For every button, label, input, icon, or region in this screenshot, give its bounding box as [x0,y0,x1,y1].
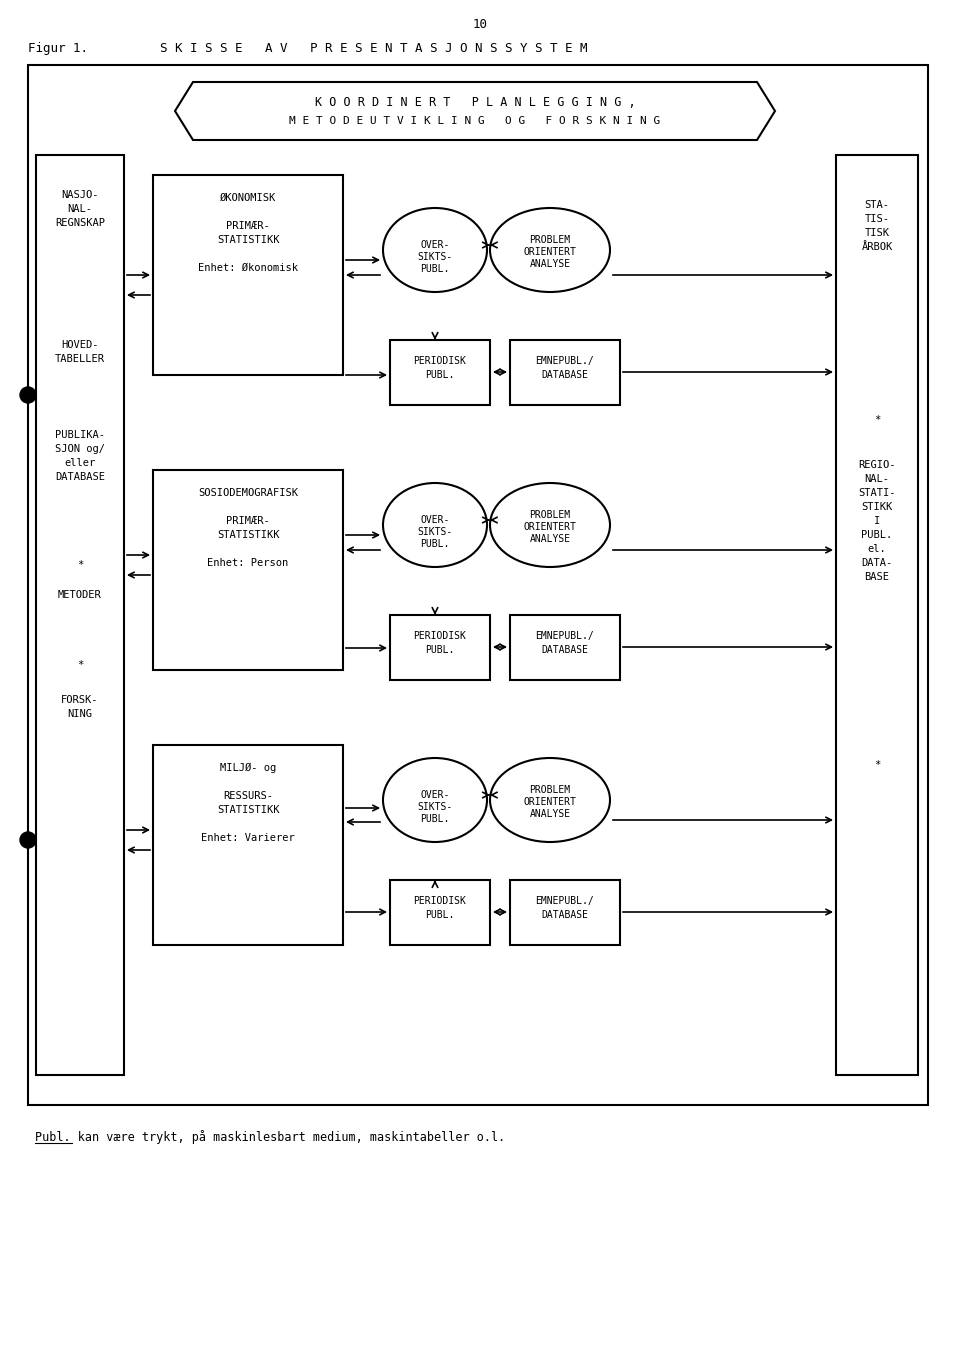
Bar [390,615,490,680]
Text: STIKK: STIKK [861,501,893,512]
Text: HOVED-: HOVED- [61,340,99,349]
Text: DATABASE: DATABASE [541,370,588,379]
Text: MILJØ- og: MILJØ- og [220,763,276,773]
Text: STATI-: STATI- [858,488,896,499]
Text: ANALYSE: ANALYSE [529,534,570,544]
Text: NAL-: NAL- [67,204,92,214]
Text: SIKTS-: SIKTS- [418,252,452,262]
Text: PUBL.: PUBL. [861,530,893,540]
Text: eller: eller [64,458,96,469]
Bar [836,155,918,1075]
Text: FORSK-: FORSK- [61,695,99,706]
Text: NASJO-: NASJO- [61,190,99,200]
Bar [153,745,343,945]
Text: PROBLEM: PROBLEM [529,510,570,521]
Text: PUBL.: PUBL. [425,645,455,655]
Text: ANALYSE: ANALYSE [529,259,570,269]
Text: SIKTS-: SIKTS- [418,527,452,537]
Text: PROBLEM: PROBLEM [529,785,570,795]
Bar [390,340,490,406]
Text: RESSURS-: RESSURS- [223,790,273,801]
Text: SIKTS-: SIKTS- [418,801,452,812]
Text: REGNSKAP: REGNSKAP [55,218,105,227]
Text: K O O R D I N E R T   P L A N L E G G I N G ,: K O O R D I N E R T P L A N L E G G I N … [315,96,636,110]
Text: PUBLIKA-: PUBLIKA- [55,430,105,440]
Text: NING: NING [67,710,92,719]
Text: PRIMÆR-: PRIMÆR- [227,221,270,232]
Text: Figur 1.: Figur 1. [28,42,88,55]
Bar [510,340,620,406]
Text: REGIO-: REGIO- [858,460,896,470]
Bar [153,175,343,375]
Text: STATISTIKK: STATISTIKK [217,806,279,815]
Text: ANALYSE: ANALYSE [529,810,570,819]
Text: S K I S S E   A V   P R E S E N T A S J O N S S Y S T E M: S K I S S E A V P R E S E N T A S J O N … [160,42,588,55]
Circle shape [20,832,36,848]
Text: I: I [874,516,880,526]
Text: PRIMÆR-: PRIMÆR- [227,516,270,526]
Text: DATABASE: DATABASE [55,473,105,482]
Text: EMNEPUBL./: EMNEPUBL./ [536,632,594,641]
Text: ÅRBOK: ÅRBOK [861,242,893,252]
Text: Enhet: Varierer: Enhet: Varierer [202,833,295,843]
Text: 10: 10 [472,18,488,32]
Bar [510,615,620,680]
Text: PUBL.: PUBL. [420,814,449,823]
Text: EMNEPUBL./: EMNEPUBL./ [536,896,594,906]
Text: ØKONOMISK: ØKONOMISK [220,193,276,203]
Text: M E T O D E U T V I K L I N G   O G   F O R S K N I N G: M E T O D E U T V I K L I N G O G F O R … [289,116,660,126]
Text: TIS-: TIS- [865,214,890,225]
Text: PUBL.: PUBL. [425,370,455,379]
Text: PUBL.: PUBL. [425,910,455,921]
Text: STA-: STA- [865,200,890,210]
Circle shape [20,386,36,403]
Text: PROBLEM: PROBLEM [529,236,570,245]
Text: Enhet: Økonomisk: Enhet: Økonomisk [198,263,298,273]
Text: DATABASE: DATABASE [541,645,588,655]
Text: NAL-: NAL- [865,474,890,484]
Text: DATA-: DATA- [861,558,893,569]
Text: STATISTIKK: STATISTIKK [217,530,279,540]
Text: *: * [874,415,880,425]
Text: PUBL.: PUBL. [420,264,449,274]
Text: DATABASE: DATABASE [541,910,588,921]
Text: Enhet: Person: Enhet: Person [207,558,289,569]
Text: SOSIODEMOGRAFISK: SOSIODEMOGRAFISK [198,488,298,499]
Text: *: * [77,560,84,570]
Bar [510,880,620,945]
Text: SJON og/: SJON og/ [55,444,105,453]
Text: *: * [77,660,84,670]
Text: OVER-: OVER- [420,515,449,525]
Text: PERIODISK: PERIODISK [414,632,467,641]
Bar [28,64,928,1106]
Text: BASE: BASE [865,573,890,582]
Text: PERIODISK: PERIODISK [414,896,467,906]
Bar [390,880,490,945]
Text: TISK: TISK [865,227,890,238]
Text: *: * [874,760,880,770]
Text: METODER: METODER [59,590,102,600]
Text: PUBL.: PUBL. [420,538,449,549]
Bar [153,470,343,670]
Text: ORIENTERT: ORIENTERT [523,247,576,258]
Text: OVER-: OVER- [420,240,449,249]
Text: ORIENTERT: ORIENTERT [523,522,576,532]
Text: OVER-: OVER- [420,790,449,800]
Text: TABELLER: TABELLER [55,353,105,364]
Bar [36,155,124,1075]
Text: Publ. kan være trykt, på maskinlesbart medium, maskintabeller o.l.: Publ. kan være trykt, på maskinlesbart m… [35,1130,505,1144]
Text: STATISTIKK: STATISTIKK [217,236,279,245]
Text: PERIODISK: PERIODISK [414,356,467,366]
Text: EMNEPUBL./: EMNEPUBL./ [536,356,594,366]
Text: ORIENTERT: ORIENTERT [523,797,576,807]
Text: el.: el. [868,544,886,553]
